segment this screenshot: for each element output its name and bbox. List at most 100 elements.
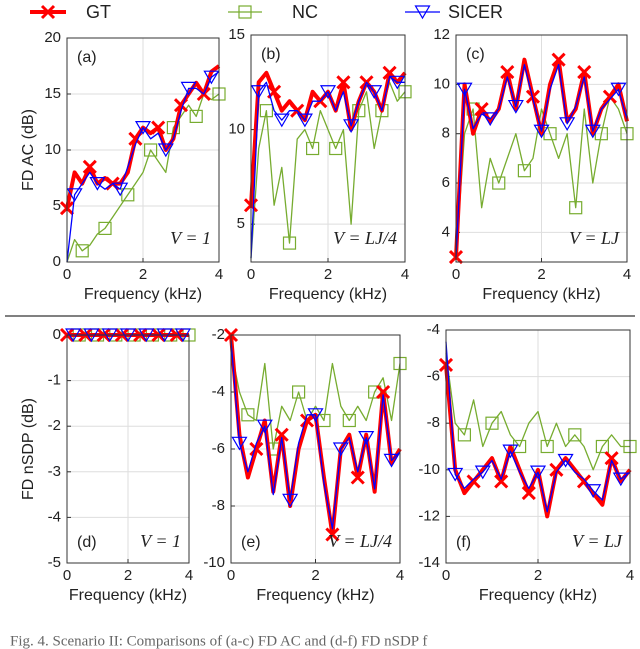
marker <box>238 5 252 19</box>
marker <box>368 385 382 399</box>
series-line <box>66 93 220 263</box>
marker <box>551 52 566 67</box>
x-tick-label: 2 <box>537 266 545 283</box>
x-tick-label: 0 <box>63 266 71 283</box>
axes-frame <box>230 334 401 564</box>
marker <box>540 439 554 454</box>
marker <box>512 439 527 454</box>
series-line <box>230 349 401 450</box>
y-tick-label: -2 <box>212 326 225 343</box>
axes-frame <box>66 334 190 564</box>
marker <box>332 442 349 457</box>
y-tick-label: 5 <box>53 197 61 214</box>
marker <box>610 82 627 97</box>
marker <box>274 427 289 442</box>
annotation: V = LJ/4 <box>333 228 397 248</box>
x-tick-label: 2 <box>324 266 332 283</box>
marker <box>492 176 506 190</box>
y-tick-label: -4 <box>212 383 225 400</box>
y-tick-label: -10 <box>203 554 225 571</box>
panel-label: (a) <box>77 49 97 66</box>
marker <box>549 462 564 477</box>
marker <box>383 453 400 468</box>
series-line <box>455 96 628 258</box>
series-line <box>230 340 401 530</box>
marker <box>350 470 365 485</box>
marker <box>494 474 509 489</box>
marker <box>376 384 391 400</box>
y-tick-label: -2 <box>48 417 61 434</box>
marker <box>256 419 273 434</box>
y-tick-label: -5 <box>48 554 61 571</box>
marker <box>342 413 356 428</box>
x-tick-label: 0 <box>452 266 460 283</box>
marker <box>358 431 375 445</box>
y-tick-label: -12 <box>418 507 440 524</box>
marker <box>557 453 574 468</box>
y-tick-label: -8 <box>427 414 440 431</box>
marker <box>40 4 56 20</box>
panel-label: (b) <box>261 46 281 63</box>
x-tick-label: 2 <box>139 266 147 283</box>
marker <box>343 119 360 133</box>
marker <box>612 472 629 487</box>
y-tick-label: 15 <box>228 26 245 43</box>
y-tick-label: 12 <box>433 26 450 43</box>
marker <box>325 527 340 542</box>
axes-frame <box>445 329 631 564</box>
legend-label: GT <box>86 2 111 22</box>
x-tick-label: 2 <box>311 567 319 584</box>
marker <box>577 64 592 80</box>
x-tick-label: 2 <box>534 567 542 584</box>
marker <box>66 188 83 202</box>
marker <box>414 5 431 20</box>
marker <box>292 385 306 399</box>
marker <box>521 486 536 501</box>
y-axis-label: FD AC (dB) <box>20 109 37 191</box>
marker <box>231 436 248 451</box>
marker <box>173 98 189 113</box>
y-tick-label: -4 <box>427 321 440 338</box>
y-tick-label: -3 <box>48 463 61 480</box>
annotation: V = 1 <box>140 531 181 551</box>
x-tick-label: 0 <box>227 567 235 584</box>
x-tick-label: 4 <box>185 567 193 584</box>
x-tick-label: 0 <box>442 567 450 584</box>
marker <box>474 465 491 480</box>
marker <box>507 99 524 114</box>
marker <box>604 451 619 466</box>
x-tick-label: 0 <box>63 567 71 584</box>
marker <box>112 182 129 197</box>
marker <box>502 444 519 459</box>
y-tick-label: -10 <box>418 461 440 478</box>
y-tick-label: 0 <box>53 253 61 270</box>
marker <box>259 104 273 118</box>
series-line <box>445 341 631 513</box>
x-axis-label: Frequency (kHz) <box>256 587 374 604</box>
y-tick-label: -6 <box>427 368 440 385</box>
marker <box>500 64 515 80</box>
annotation: V = 1 <box>170 228 211 248</box>
marker <box>157 143 174 158</box>
x-tick-label: 4 <box>396 567 404 584</box>
marker <box>576 474 592 489</box>
y-tick-label: 10 <box>228 121 245 138</box>
marker <box>180 81 197 96</box>
marker <box>595 439 610 454</box>
marker <box>533 124 550 139</box>
y-tick-label: 5 <box>237 215 245 232</box>
marker <box>121 188 135 202</box>
marker <box>189 109 203 124</box>
marker <box>203 70 220 85</box>
marker <box>250 85 267 99</box>
marker <box>389 75 406 90</box>
panel-label: (e) <box>241 534 261 551</box>
marker <box>241 408 255 422</box>
marker <box>134 121 152 135</box>
marker <box>75 244 89 258</box>
marker <box>466 474 481 489</box>
y-axis-label: FD nSDP (dB) <box>20 398 37 500</box>
y-tick-label: -8 <box>212 497 225 514</box>
y-tick-label: -1 <box>48 372 61 389</box>
marker <box>329 141 343 156</box>
